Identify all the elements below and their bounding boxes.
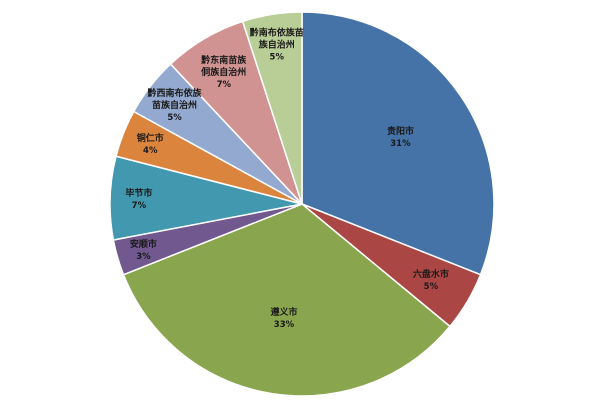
slice-label-group: 六盘水市 5%	[413, 268, 449, 292]
slice-name-label: 族自治州	[259, 39, 295, 51]
slice-value-label: 7%	[132, 201, 147, 211]
slice-name-label: 铜仁市	[137, 132, 164, 144]
pie-slice	[301, 11, 495, 276]
slice-label-group: 毕节市 7%	[125, 187, 152, 211]
slice-name-label: 毕节市	[125, 187, 152, 199]
slice-name-label: 安顺市	[130, 238, 157, 250]
slice-name-label: 黔东南苗族	[200, 54, 247, 66]
slice-value-label: 5%	[167, 113, 182, 123]
slice-value-label: 4%	[143, 146, 158, 156]
pie-labels: 贵阳市 31% 六盘水市 5% 遵义市 33% 安顺市 3% 毕节市 7% 铜仁市 4% 黔西南布依族苗…	[125, 27, 449, 330]
slice-name-label: 贵阳市	[387, 125, 414, 137]
slice-name-label: 黔西南布依族	[147, 87, 203, 99]
pie-slice	[122, 203, 451, 397]
pie-slice	[241, 11, 303, 205]
slice-name-label: 侗族自治州	[200, 66, 246, 78]
slice-value-label: 31%	[390, 139, 411, 149]
slice-name-label: 黔南布依族苗	[249, 27, 304, 39]
slice-name-label: 六盘水市	[413, 268, 449, 280]
slice-label-group: 铜仁市 4%	[137, 132, 164, 156]
slice-name-label: 遵义市	[270, 306, 297, 318]
pie-slices	[109, 11, 495, 397]
slice-value-label: 3%	[136, 252, 151, 262]
slice-label-group: 遵义市 33%	[270, 306, 297, 330]
slice-value-label: 7%	[217, 80, 232, 90]
slice-value-label: 5%	[270, 53, 285, 63]
slice-value-label: 33%	[274, 320, 295, 330]
slice-label-group: 安顺市 3%	[130, 238, 157, 262]
slice-name-label: 苗族自治州	[152, 99, 197, 111]
slice-value-label: 5%	[424, 282, 439, 292]
slice-label-group: 贵阳市 31%	[387, 125, 414, 149]
